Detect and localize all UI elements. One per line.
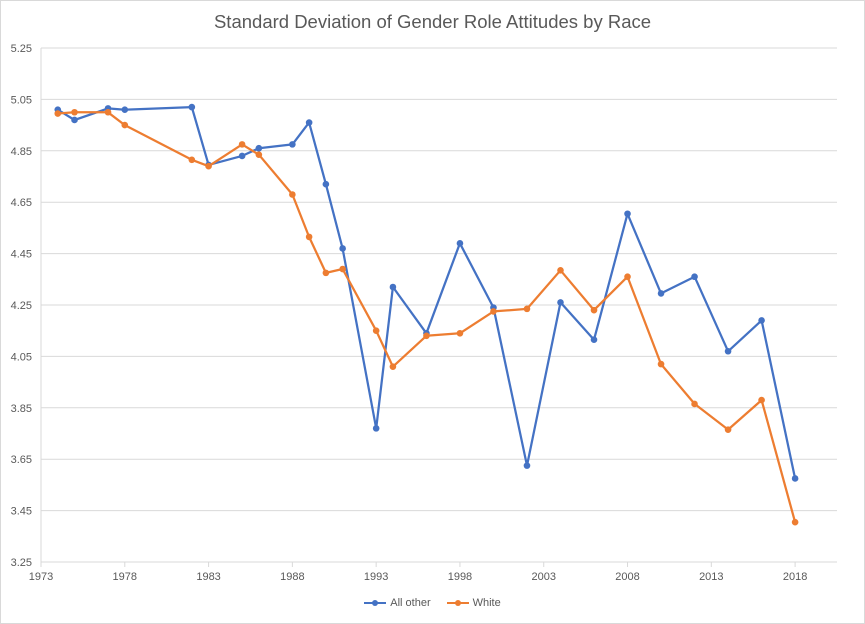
legend-label: All other — [390, 597, 431, 609]
data-point-all-other — [339, 245, 346, 252]
data-point-all-other — [121, 106, 129, 113]
series-line-all-other — [57, 105, 797, 479]
y-tick-label: 5.05 — [11, 94, 32, 106]
data-point-white — [791, 518, 799, 526]
x-tick-label: 1988 — [280, 571, 304, 583]
y-tick-label: 4.25 — [11, 300, 32, 312]
x-tick-label: 1973 — [29, 571, 53, 583]
data-point-all-other — [791, 475, 799, 482]
x-tick-label: 2018 — [783, 571, 807, 583]
data-point-all-other — [389, 283, 397, 291]
series-layer — [54, 103, 799, 526]
data-point-white — [322, 269, 330, 277]
data-point-white — [423, 332, 430, 340]
data-point-white — [71, 108, 78, 116]
series-line-white — [57, 111, 797, 523]
data-point-all-other — [691, 273, 698, 281]
data-point-white — [121, 121, 129, 129]
data-point-white — [255, 151, 263, 158]
y-tick-label: 5.25 — [11, 43, 32, 55]
data-point-all-other — [523, 462, 531, 469]
data-point-all-other — [188, 103, 196, 111]
y-tick-label: 3.65 — [11, 454, 32, 466]
x-tick-label: 1983 — [196, 571, 220, 583]
data-point-white — [557, 267, 564, 274]
data-point-white — [624, 273, 631, 281]
data-point-white — [188, 156, 196, 164]
data-point-all-other — [557, 299, 564, 306]
data-point-all-other — [624, 210, 631, 218]
x-tick-label: 1993 — [364, 571, 388, 583]
legend-swatch-all-other — [364, 598, 387, 608]
data-point-all-other — [657, 290, 665, 297]
data-point-white — [104, 108, 112, 116]
axes: 5.25 5.05 4.85 4.65 4.45 4.25 4.05 3.85 3.65 3.45… — [11, 43, 808, 583]
data-point-white — [372, 327, 380, 335]
data-point-all-other — [71, 116, 78, 124]
data-point-all-other — [322, 180, 330, 188]
y-tick-label: 3.85 — [11, 403, 32, 415]
data-point-white — [523, 305, 531, 313]
data-point-white — [389, 363, 397, 370]
data-point-white — [54, 110, 62, 117]
data-point-white — [657, 360, 665, 368]
x-tick-label: 2003 — [531, 571, 555, 583]
y-tick-label: 3.25 — [11, 557, 32, 569]
y-tick-label: 4.65 — [11, 197, 32, 209]
legend-label: White — [472, 597, 501, 609]
data-point-all-other — [590, 336, 598, 343]
data-point-all-other — [724, 347, 732, 355]
x-tick-label: 2008 — [615, 571, 639, 583]
x-tick-label: 2013 — [699, 571, 723, 583]
legend-swatch-white — [446, 598, 469, 608]
grid-lines — [41, 47, 837, 563]
data-point-all-other — [305, 119, 313, 126]
legend-item-white: White — [446, 597, 501, 609]
x-tick-label: 1978 — [113, 571, 137, 583]
legend: All other White — [0, 597, 865, 609]
data-point-all-other — [372, 425, 380, 432]
data-point-white — [590, 306, 598, 314]
data-point-all-other — [255, 144, 263, 152]
data-point-white — [339, 265, 346, 273]
data-point-white — [238, 141, 246, 148]
data-point-white — [456, 329, 464, 337]
data-point-white — [205, 162, 212, 170]
legend-item-all-other: All other — [364, 597, 431, 609]
y-tick-label: 4.05 — [11, 351, 32, 363]
data-point-white — [289, 191, 296, 198]
data-point-white — [758, 396, 765, 404]
y-tick-label: 3.45 — [11, 506, 32, 518]
y-tick-label: 4.85 — [11, 146, 32, 158]
data-point-all-other — [456, 240, 464, 247]
data-point-all-other — [758, 317, 765, 324]
data-point-white — [490, 308, 497, 315]
y-tick-label: 4.45 — [11, 249, 32, 261]
data-point-white — [691, 400, 698, 408]
data-point-all-other — [289, 141, 296, 148]
x-tick-label: 1998 — [448, 571, 472, 583]
data-point-white — [724, 426, 732, 433]
data-point-all-other — [238, 152, 246, 160]
data-point-white — [305, 233, 313, 241]
chart-title: Standard Deviation of Gender Role Attitu… — [213, 11, 652, 32]
